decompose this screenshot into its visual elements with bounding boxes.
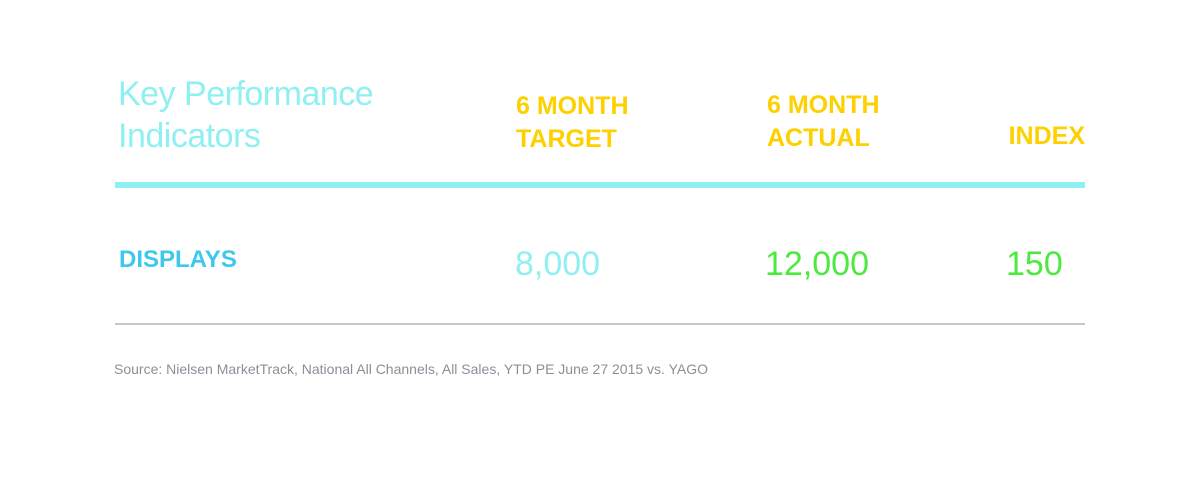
column-header-target-line-2: TARGET [516,125,617,153]
column-header-actual-line-2: ACTUAL [767,124,870,152]
kpi-title-line-1: Key Performance [118,75,374,113]
row-divider [115,323,1085,325]
source-note: Source: Nielsen MarketTrack, National Al… [114,361,708,377]
kpi-title-line-2: Indicators [118,117,261,155]
index-value: 150 [1006,245,1063,283]
header-divider [115,182,1085,188]
column-header-target-line-1: 6 MONTH [516,92,629,120]
actual-value: 12,000 [765,245,869,283]
column-header-target: 6 MONTH TARGET [516,90,629,156]
column-header-index: INDEX [1009,120,1085,153]
column-header-index-line-1: INDEX [1008,122,1085,150]
column-header-actual-line-1: 6 MONTH [767,91,880,119]
target-value: 8,000 [515,245,601,283]
row-label-displays: DISPLAYS [119,246,237,273]
kpi-table-title: Key Performance Indicators [118,73,374,157]
column-header-actual: 6 MONTH ACTUAL [767,89,880,155]
